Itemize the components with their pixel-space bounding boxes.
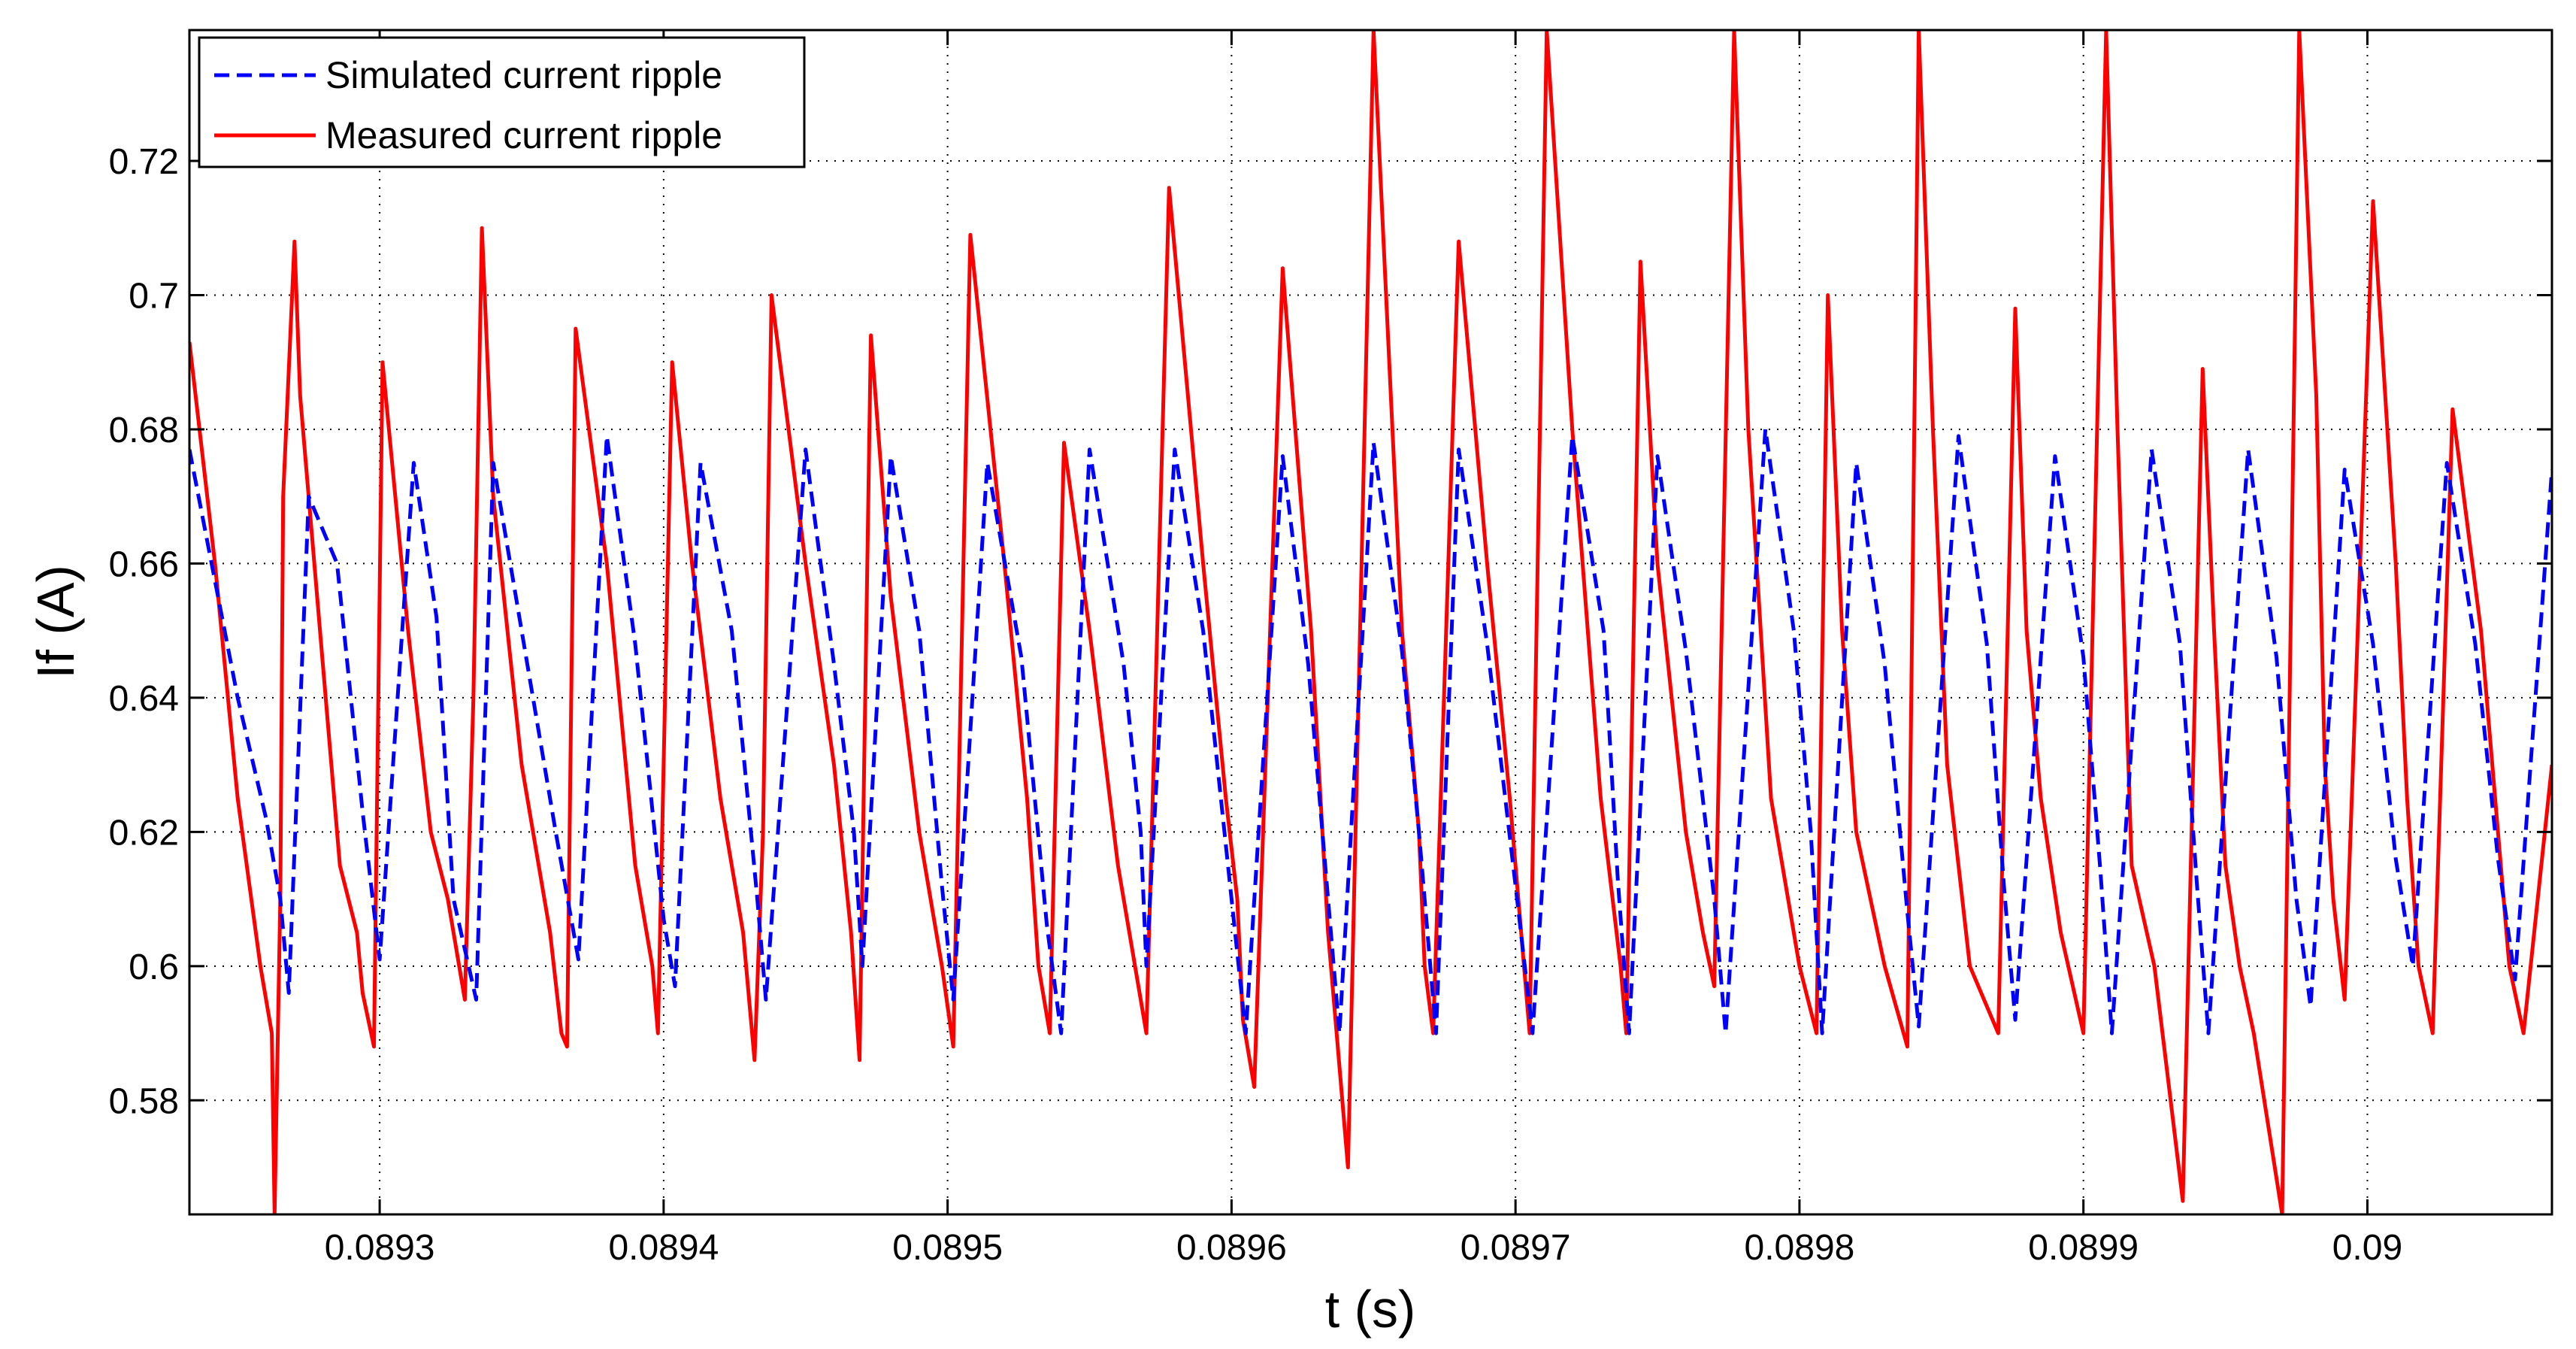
y-axis-label: If (A) bbox=[26, 565, 85, 679]
series-measured-line bbox=[189, 30, 2552, 1214]
x-tick-label: 0.0897 bbox=[1461, 1228, 1571, 1268]
x-tick-label: 0.0895 bbox=[892, 1228, 1003, 1268]
x-tick-label: 0.0896 bbox=[1176, 1228, 1287, 1268]
y-tick-label: 0.6 bbox=[129, 947, 179, 987]
y-tick-label: 0.58 bbox=[109, 1081, 179, 1121]
plot-frame bbox=[188, 29, 2553, 1216]
y-tick-label: 0.68 bbox=[109, 411, 179, 450]
x-tick-label: 0.0898 bbox=[1745, 1228, 1855, 1268]
legend-label-measured: Measured current ripple bbox=[325, 114, 722, 156]
y-tick-label: 0.62 bbox=[109, 813, 179, 853]
y-axis: 0.58 0.6 0.62 0.64 0.66 0.68 0.7 0.72 bbox=[109, 142, 2552, 1121]
x-tick-label: 0.0899 bbox=[2028, 1228, 2139, 1268]
y-tick-label: 0.66 bbox=[109, 544, 179, 584]
x-tick-label: 0.0894 bbox=[608, 1228, 719, 1268]
legend-box bbox=[198, 36, 806, 168]
legend-label-simulated: Simulated current ripple bbox=[325, 54, 722, 96]
series-layer bbox=[189, 30, 2552, 1214]
series-simulated-line bbox=[189, 427, 2552, 1035]
x-tick-label: 0.0893 bbox=[325, 1228, 435, 1268]
legend: Simulated current ripple Measured curren… bbox=[198, 36, 806, 168]
x-tick-label: 0.09 bbox=[2332, 1228, 2402, 1268]
x-axis: 0.0893 0.0894 0.0895 0.0896 0.0897 0.0898 0.08… bbox=[325, 30, 2402, 1268]
y-tick-label: 0.64 bbox=[109, 679, 179, 719]
x-axis-label: t (s) bbox=[1325, 1280, 1416, 1338]
y-tick-label: 0.7 bbox=[129, 276, 179, 316]
grid bbox=[189, 30, 2552, 1214]
y-tick-label: 0.72 bbox=[109, 142, 179, 182]
